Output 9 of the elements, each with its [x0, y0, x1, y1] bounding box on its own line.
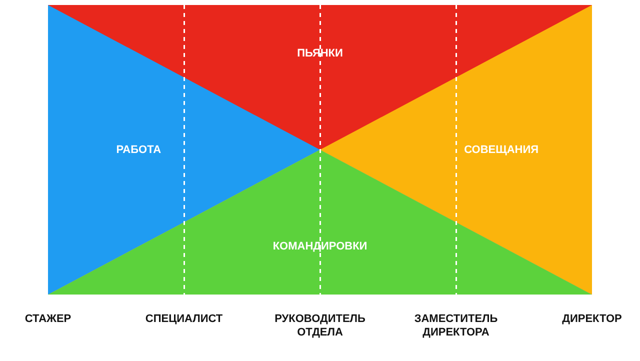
series-label: СОВЕЩАНИЯ — [464, 144, 539, 156]
x-tick-label: РУКОВОДИТЕЛЬ ОТДЕЛА — [274, 313, 366, 338]
x-tick-label: СПЕЦИАЛИСТ — [145, 313, 223, 326]
x-tick-label: ЗАМЕСТИТЕЛЬ ДИРЕКТОРА — [414, 313, 498, 338]
x-tick-label: ДИРЕКТОР — [562, 313, 622, 326]
series-label: РАБОТА — [116, 144, 162, 156]
series-label: ПЬЯНКИ — [297, 47, 344, 60]
x-tick-label: СТАЖЕР — [24, 313, 72, 326]
series-label: КОМАНДИРОВКИ — [272, 240, 368, 252]
